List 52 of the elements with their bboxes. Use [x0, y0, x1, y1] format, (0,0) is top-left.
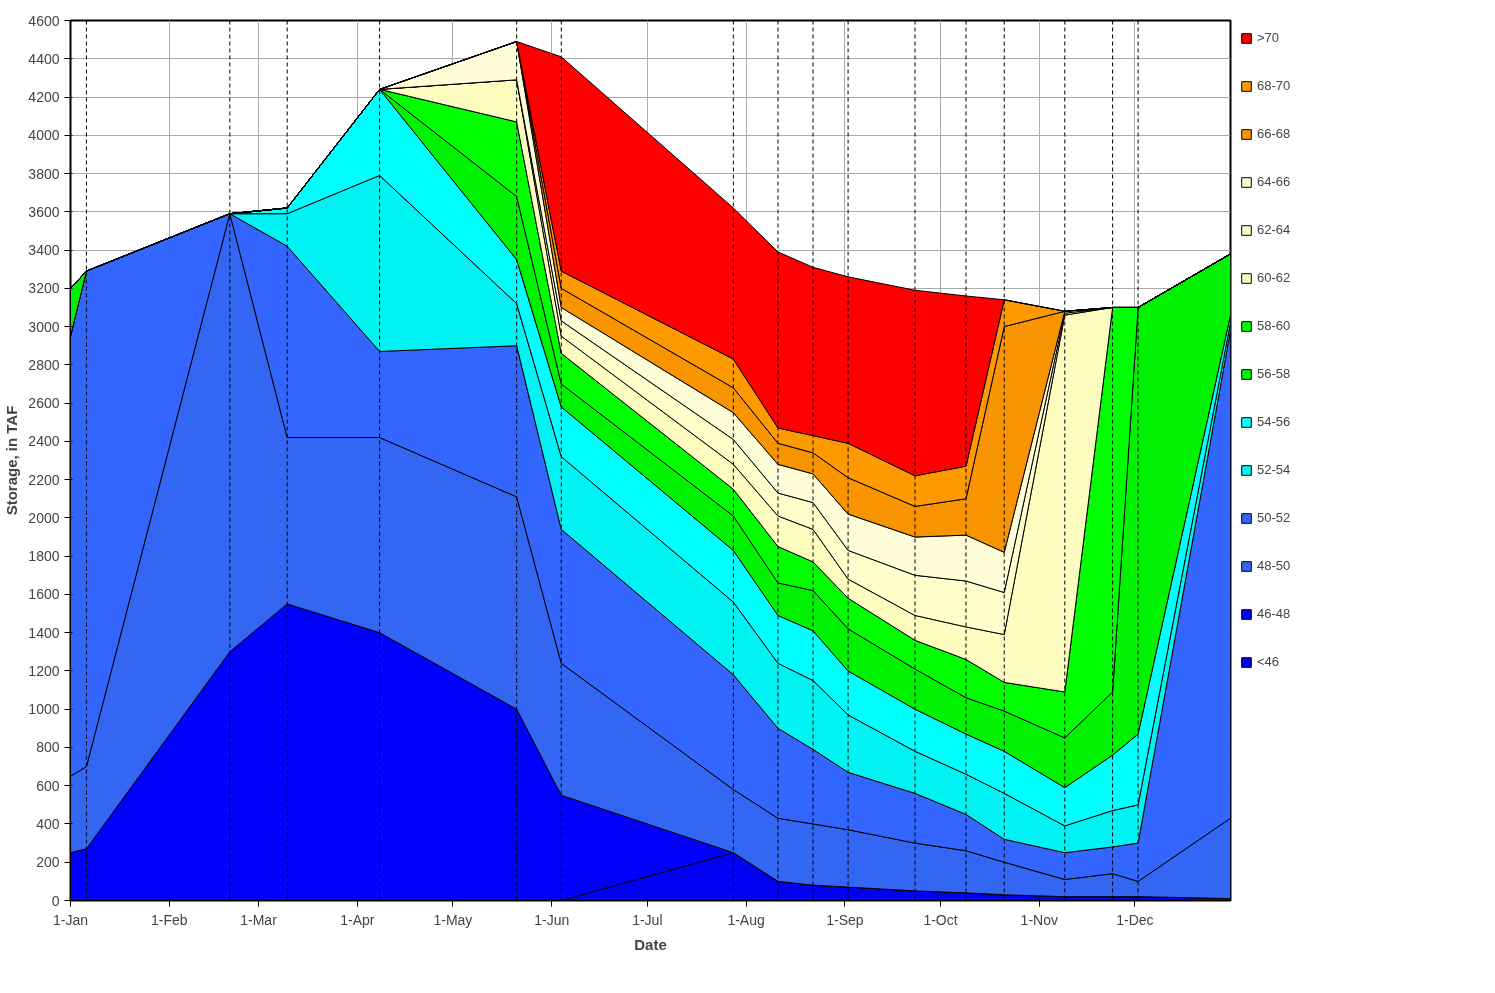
- legend-label: 52-54: [1257, 462, 1291, 477]
- legend-label: >70: [1257, 30, 1280, 45]
- y-tick-label: 3400: [28, 242, 60, 259]
- legend-label: 48-50: [1257, 558, 1291, 573]
- x-tick-label: 1-Jul: [632, 911, 663, 928]
- legend-label: 50-52: [1257, 510, 1291, 525]
- y-tick-label: 2200: [28, 471, 60, 488]
- x-tick-label: 1-Dec: [1116, 911, 1154, 928]
- y-tick-label: 2600: [28, 395, 60, 412]
- x-tick-label: 1-Jan: [52, 911, 89, 928]
- legend-label: 46-48: [1257, 606, 1291, 621]
- y-axis-title: Storage, in TAF: [3, 405, 21, 516]
- x-tick-label: 1-Sep: [826, 911, 864, 928]
- legend-label: 68-70: [1257, 78, 1291, 93]
- y-tick-label: 3200: [28, 280, 60, 297]
- x-tick-label: 1-Feb: [151, 911, 188, 928]
- legend-label: <46: [1257, 654, 1280, 669]
- y-tick-label: 2000: [28, 509, 60, 526]
- y-tick-label: 1200: [28, 662, 60, 679]
- y-tick-label: 1400: [28, 624, 60, 641]
- legend-label: 62-64: [1257, 222, 1291, 237]
- legend-label: 56-58: [1257, 366, 1291, 381]
- x-tick-label: 1-Nov: [1020, 911, 1058, 928]
- y-tick-label: 4200: [28, 89, 60, 106]
- x-tick-label: 1-Mar: [240, 911, 278, 928]
- y-tick-label: 1600: [28, 586, 60, 603]
- legend-label: 66-68: [1257, 126, 1291, 141]
- x-tick-label: 1-Aug: [727, 911, 765, 928]
- y-tick-label: 4600: [28, 12, 60, 29]
- y-tick-label: 4400: [28, 50, 60, 67]
- y-tick-label: 200: [36, 854, 60, 871]
- y-tick-label: 3000: [28, 318, 60, 335]
- y-tick-label: 1800: [28, 548, 60, 565]
- x-tick-label: 1-Apr: [340, 911, 375, 928]
- legend-label: 58-60: [1257, 318, 1291, 333]
- y-tick-label: 3800: [28, 165, 60, 182]
- x-axis-title: Date: [634, 935, 667, 953]
- x-tick-label: 1-May: [433, 911, 473, 928]
- y-tick-label: 0: [51, 892, 60, 909]
- x-tick-label: 1-Jun: [534, 911, 570, 928]
- y-tick-label: 3600: [28, 203, 60, 220]
- y-tick-label: 4000: [28, 127, 60, 144]
- y-tick-label: 400: [36, 815, 60, 832]
- y-tick-label: 800: [36, 739, 60, 756]
- y-tick-label: 1000: [28, 701, 60, 718]
- x-tick-label: 1-Oct: [923, 911, 958, 928]
- legend-label: 54-56: [1257, 414, 1291, 429]
- legend-label: 64-66: [1257, 174, 1291, 189]
- y-tick-label: 600: [36, 777, 60, 794]
- y-tick-label: 2400: [28, 433, 60, 450]
- y-tick-label: 2800: [28, 356, 60, 373]
- legend-label: 60-62: [1257, 270, 1291, 285]
